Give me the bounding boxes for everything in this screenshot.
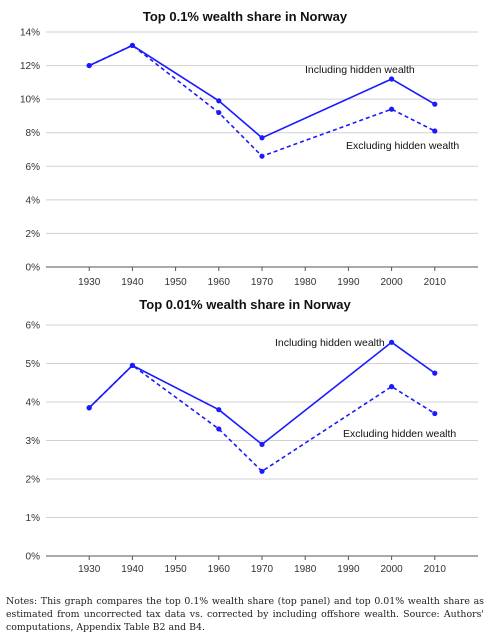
series-label: Including hidden wealth bbox=[305, 64, 415, 76]
y-tick-label: 10% bbox=[20, 95, 40, 106]
data-point bbox=[432, 370, 438, 376]
charts-canvas: Top 0.1% wealth share in Norway 0% 2% 4% 6% 8… bbox=[20, 9, 478, 575]
x-tick-label: 1930 bbox=[78, 277, 101, 288]
y-tick-label: 0% bbox=[26, 263, 41, 274]
data-point bbox=[389, 76, 395, 82]
data-point bbox=[389, 106, 395, 112]
x-tick-label: 1980 bbox=[294, 277, 317, 288]
y-tick-label: 2% bbox=[26, 229, 41, 240]
y-tick-label: 12% bbox=[20, 61, 40, 72]
x-tick-label: 2010 bbox=[424, 277, 447, 288]
x-tick-label: 1940 bbox=[121, 277, 144, 288]
x-tick-label: 2000 bbox=[380, 277, 403, 288]
y-tick-label: 6% bbox=[26, 162, 41, 173]
y-tick-label: 8% bbox=[26, 128, 41, 139]
x-tick-label: 1970 bbox=[251, 277, 274, 288]
series-label: Excluding hidden wealth bbox=[343, 428, 456, 440]
chart-title: Top 0.01% wealth share in Norway bbox=[139, 297, 351, 312]
y-tick-label: 14% bbox=[20, 28, 40, 39]
data-point bbox=[86, 62, 92, 69]
chart-panel-2: Top 0.01% wealth share in Norway 0% 1% 2% 3%… bbox=[26, 297, 478, 575]
chart-panel-1: Top 0.1% wealth share in Norway 0% 2% 4% 6% 8… bbox=[20, 9, 478, 288]
y-tick-label: 0% bbox=[26, 552, 41, 563]
data-point bbox=[389, 339, 395, 345]
data-point bbox=[259, 468, 265, 474]
data-point bbox=[259, 135, 265, 141]
x-tick-label: 1990 bbox=[337, 277, 360, 288]
data-point bbox=[216, 98, 222, 104]
y-tick-label: 4% bbox=[26, 398, 41, 409]
x-tick-label: 1940 bbox=[121, 564, 144, 575]
y-tick-label: 2% bbox=[26, 475, 41, 486]
notes-text: Notes: This graph compares the top 0.1% … bbox=[6, 596, 484, 634]
data-point bbox=[216, 426, 222, 432]
data-point bbox=[216, 109, 222, 116]
x-tick-label: 1950 bbox=[164, 277, 187, 288]
series-line-2 bbox=[88, 44, 436, 158]
series-label: Including hidden wealth bbox=[275, 337, 385, 349]
data-point bbox=[129, 362, 135, 369]
data-point bbox=[432, 410, 438, 417]
y-tick-label: 3% bbox=[26, 436, 41, 447]
chart-title: Top 0.1% wealth share in Norway bbox=[143, 9, 348, 24]
data-point bbox=[216, 407, 222, 413]
data-point bbox=[432, 101, 438, 107]
x-tick-label: 2010 bbox=[424, 564, 447, 575]
y-tick-label: 5% bbox=[26, 359, 41, 370]
series-line-1 bbox=[88, 44, 436, 139]
data-point bbox=[432, 128, 438, 134]
y-tick-label: 6% bbox=[26, 321, 41, 332]
x-tick-label: 1990 bbox=[337, 564, 360, 575]
data-point bbox=[86, 405, 92, 411]
data-point bbox=[389, 384, 395, 390]
x-tick-label: 1980 bbox=[294, 564, 317, 575]
x-tick-label: 1960 bbox=[208, 564, 231, 575]
data-point bbox=[129, 42, 135, 49]
x-tick-label: 1930 bbox=[78, 564, 101, 575]
x-tick-label: 1960 bbox=[208, 277, 231, 288]
data-point bbox=[259, 441, 265, 447]
series-label: Excluding hidden wealth bbox=[346, 140, 459, 152]
series-line-1 bbox=[88, 341, 436, 446]
data-point bbox=[259, 153, 265, 159]
x-tick-label: 1950 bbox=[164, 564, 187, 575]
series-line-2 bbox=[88, 364, 436, 473]
y-tick-label: 1% bbox=[26, 513, 41, 524]
x-tick-label: 1970 bbox=[251, 564, 274, 575]
y-tick-label: 4% bbox=[26, 195, 41, 206]
x-tick-label: 2000 bbox=[380, 564, 403, 575]
